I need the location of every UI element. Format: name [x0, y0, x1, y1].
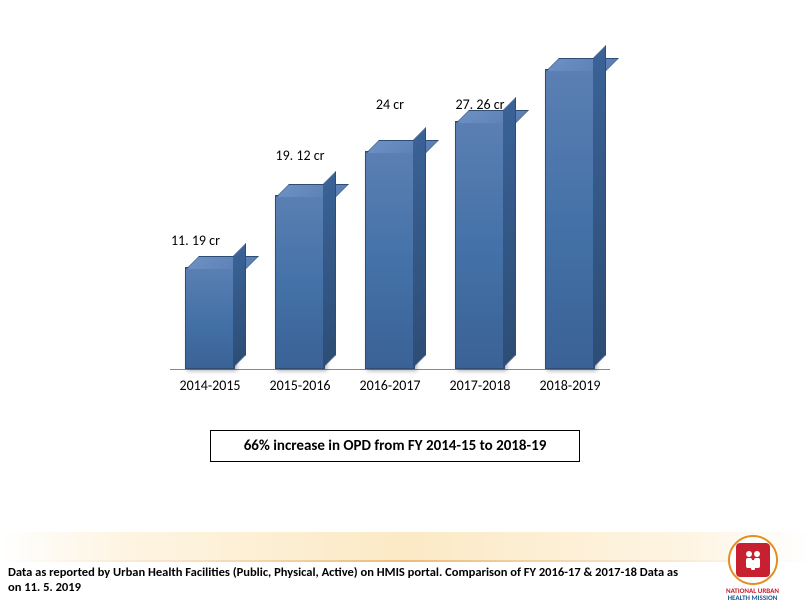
x-axis-label: 2016-2017 — [345, 377, 435, 394]
x-axis-label: 2015-2016 — [255, 377, 345, 394]
bar-value-label: 11. 19 cr — [130, 232, 220, 249]
footer-divider — [0, 560, 810, 562]
x-axis-label: 2018-2019 — [525, 377, 615, 394]
bar-fill — [455, 121, 505, 369]
footer-note: Data as reported by Urban Health Facilit… — [8, 565, 690, 596]
x-axis-label: 2014-2015 — [165, 377, 255, 394]
bars-container: 11. 19 cr 2014-2015 19. 12 cr 2015-2016 … — [170, 70, 610, 370]
bar-fill — [275, 195, 325, 369]
footer-accent — [0, 532, 810, 560]
bar-fill — [185, 267, 235, 369]
logo-circle — [728, 535, 778, 585]
x-axis-label: 2017-2018 — [435, 377, 525, 394]
family-icon — [741, 548, 765, 572]
logo-text-line2: HEALTH MISSION — [726, 594, 779, 602]
bar-value-label: 19. 12 cr — [255, 147, 345, 164]
bar-value-label: 24 cr — [345, 96, 435, 113]
bar-fill — [365, 151, 415, 369]
bar-fill — [545, 69, 595, 369]
bar-chart: 11. 19 cr 2014-2015 19. 12 cr 2015-2016 … — [150, 30, 630, 400]
logo-text: NATIONAL URBAN HEALTH MISSION — [726, 587, 779, 602]
logo-badge — [736, 543, 770, 577]
nhm-logo: NATIONAL URBAN HEALTH MISSION — [705, 532, 800, 602]
callout-box: 66% increase in OPD from FY 2014-15 to 2… — [210, 430, 580, 462]
callout-text: 66% increase in OPD from FY 2014-15 to 2… — [244, 437, 547, 455]
